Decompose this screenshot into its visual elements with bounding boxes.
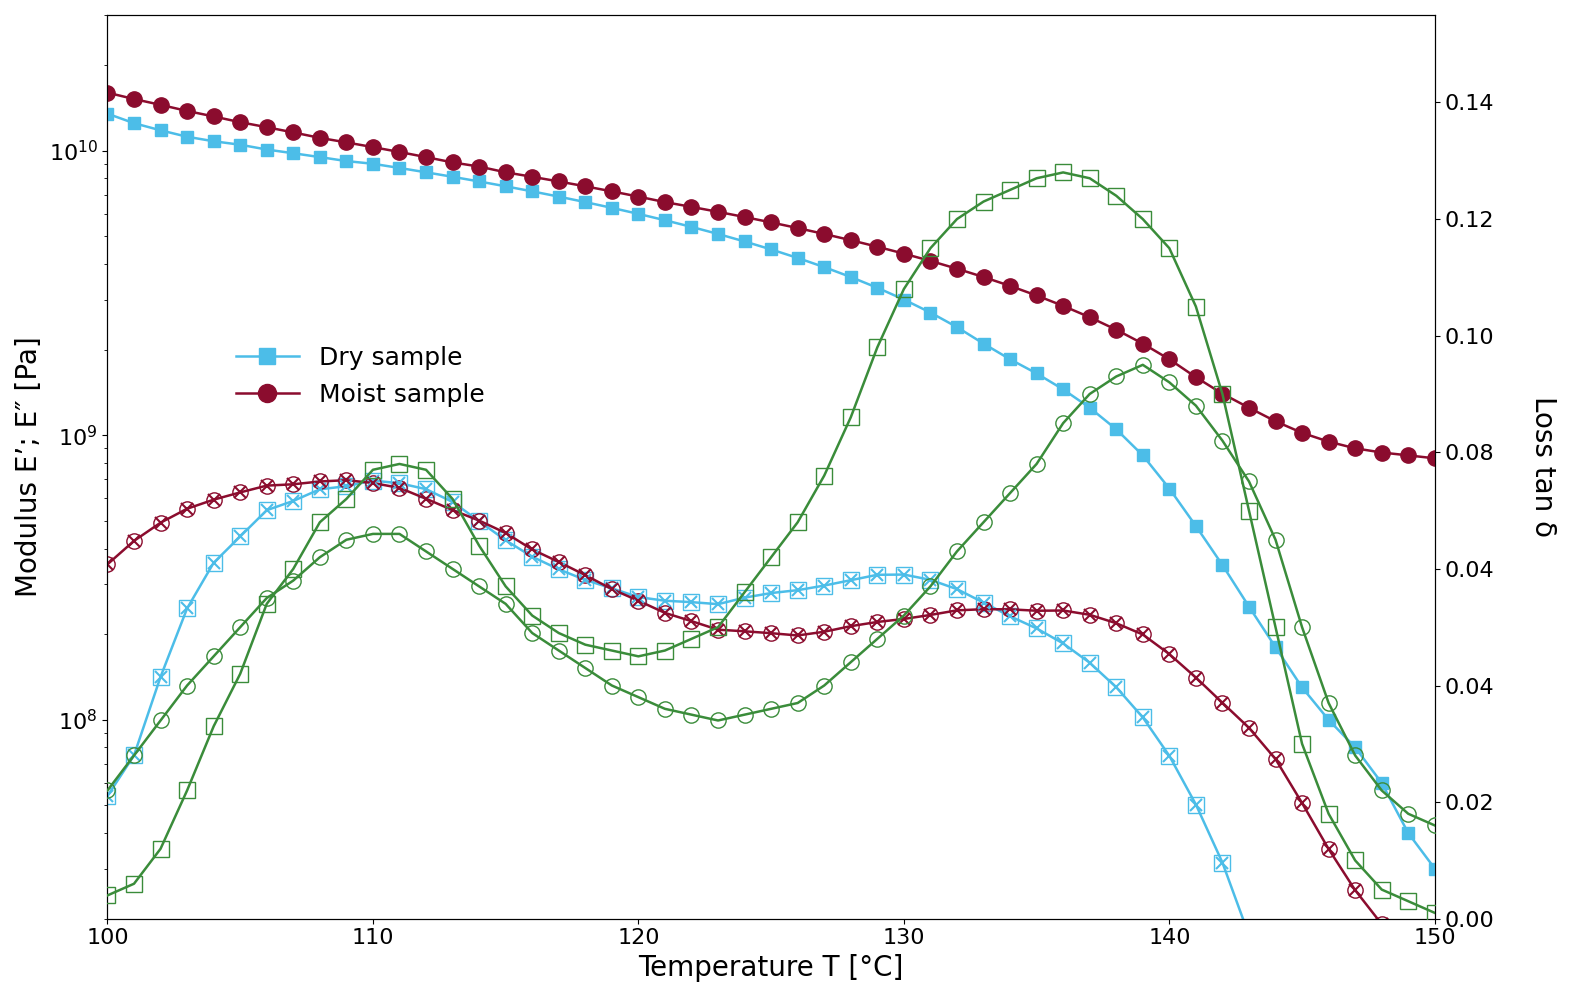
X-axis label: Temperature T [°C]: Temperature T [°C] (638, 954, 904, 982)
Y-axis label: Loss tan δ: Loss tan δ (1530, 397, 1556, 537)
Y-axis label: Modulus E’; E″ [Pa]: Modulus E’; E″ [Pa] (16, 336, 42, 597)
Legend: Dry sample, Moist sample: Dry sample, Moist sample (226, 336, 495, 417)
